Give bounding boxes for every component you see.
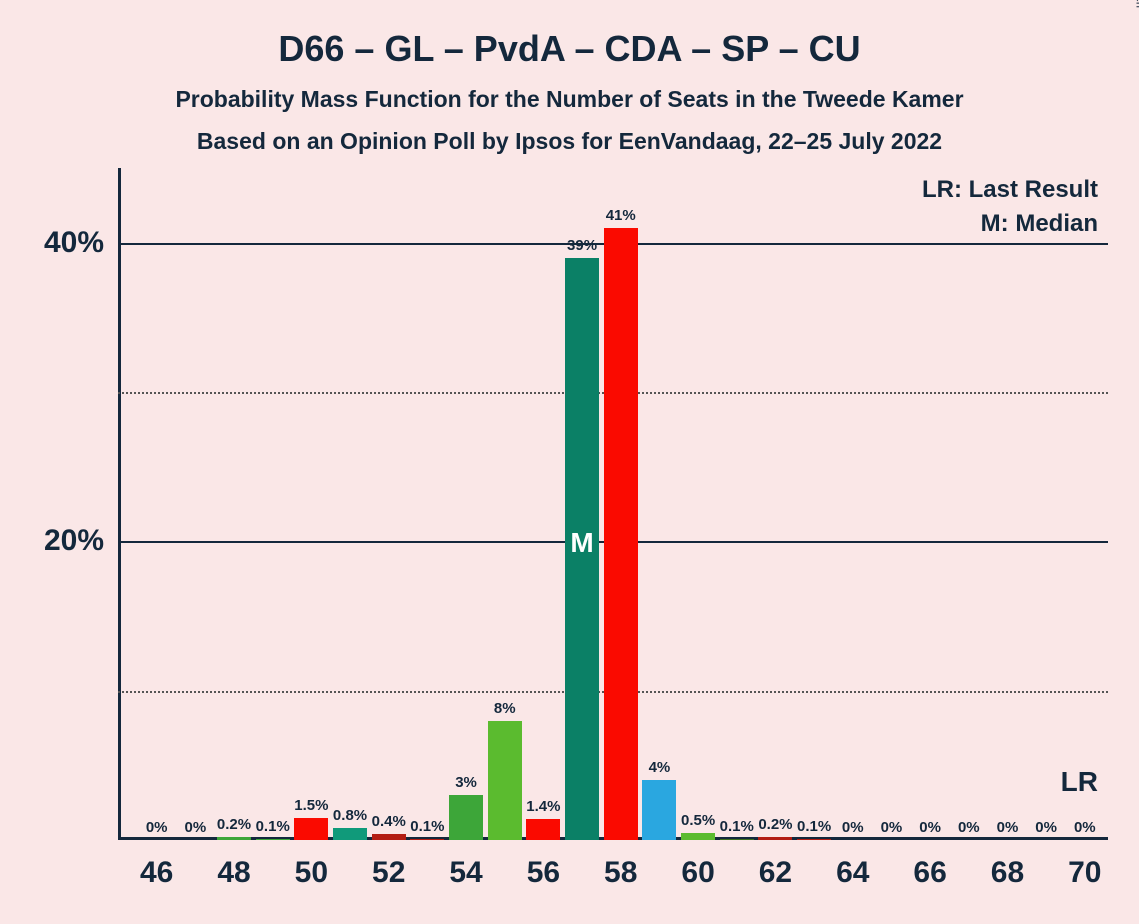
bar-label: 0%: [919, 819, 941, 840]
bar-label: 39%: [567, 237, 597, 258]
bar-label: 0%: [146, 819, 168, 840]
bar: [797, 839, 831, 840]
x-tick-label: 70: [1068, 840, 1101, 890]
y-tick-label: 20%: [44, 524, 118, 558]
bar-label: 0.1%: [256, 818, 290, 839]
copyright: © 2022 Filip van Laenen: [1133, 0, 1139, 8]
legend: LR: Last Result M: Median: [922, 176, 1098, 238]
x-tick-label: 54: [449, 840, 482, 890]
chart-subtitle2: Based on an Opinion Poll by Ipsos for Ee…: [0, 128, 1139, 155]
bar-label: 8%: [494, 700, 516, 721]
bar-label: 0.4%: [372, 813, 406, 834]
x-tick-label: 58: [604, 840, 637, 890]
x-tick-label: 60: [681, 840, 714, 890]
bar-label: 0%: [1035, 819, 1057, 840]
bar: [256, 839, 290, 840]
bar-label: 1.5%: [294, 797, 328, 818]
bar-label: 0.1%: [410, 818, 444, 839]
x-tick-label: 50: [295, 840, 328, 890]
bar-label: 0%: [881, 819, 903, 840]
bar-label: 0%: [1074, 819, 1096, 840]
bar-label: 0%: [997, 819, 1019, 840]
bar-label: 0%: [185, 819, 207, 840]
plot-area: LR: Last Result M: Median 20%40%46485052…: [118, 168, 1108, 840]
bar: [720, 839, 754, 840]
chart-stage: { "background_color": "#fae7e7", "text_c…: [0, 0, 1139, 924]
bar-label: 0%: [958, 819, 980, 840]
last-result-marker: LR: [1061, 766, 1098, 798]
bar-label: 0.5%: [681, 812, 715, 833]
bar: [294, 818, 328, 840]
bar-label: 41%: [606, 207, 636, 228]
legend-lr: LR: Last Result: [922, 176, 1098, 204]
bar: [526, 819, 560, 840]
bar: [410, 839, 444, 840]
bar-label: 0.2%: [217, 816, 251, 837]
x-tick-label: 62: [759, 840, 792, 890]
y-tick-label: 40%: [44, 226, 118, 260]
bar-label: 0.2%: [758, 816, 792, 837]
bar-label: 4%: [649, 759, 671, 780]
y-axis: [118, 168, 121, 840]
x-tick-label: 48: [217, 840, 250, 890]
bar-label: 1.4%: [526, 798, 560, 819]
bar-label: 3%: [455, 774, 477, 795]
bar: [449, 795, 483, 840]
bar-label: 0%: [842, 819, 864, 840]
bar-label: 0.8%: [333, 807, 367, 828]
bar: [758, 837, 792, 840]
chart-title: D66 – GL – PvdA – CDA – SP – CU: [0, 28, 1139, 70]
legend-m: M: Median: [922, 210, 1098, 238]
x-tick-label: 68: [991, 840, 1024, 890]
x-tick-label: 56: [527, 840, 560, 890]
x-tick-label: 46: [140, 840, 173, 890]
x-tick-label: 64: [836, 840, 869, 890]
bar: [604, 228, 638, 840]
x-tick-label: 52: [372, 840, 405, 890]
x-tick-label: 66: [913, 840, 946, 890]
bar: [488, 721, 522, 840]
bar-label: 0.1%: [797, 818, 831, 839]
bar: [217, 837, 251, 840]
bar: [642, 780, 676, 840]
bar: [681, 833, 715, 840]
bar: [372, 834, 406, 840]
chart-subtitle1: Probability Mass Function for the Number…: [0, 86, 1139, 113]
median-marker: M: [570, 527, 593, 559]
bar-label: 0.1%: [720, 818, 754, 839]
bar: [333, 828, 367, 840]
